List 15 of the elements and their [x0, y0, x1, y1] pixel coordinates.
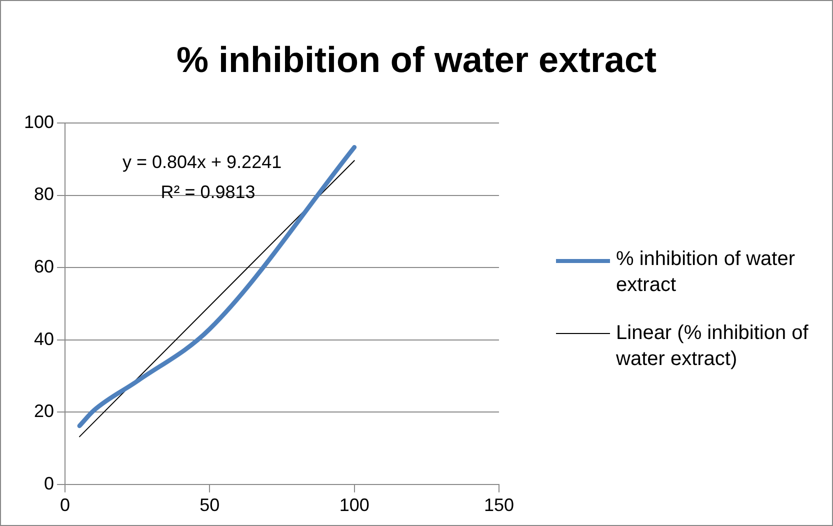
y-tick-label: 100 [24, 112, 54, 132]
y-tick-label: 40 [34, 328, 54, 349]
y-tick-label: 60 [34, 256, 54, 277]
annotation: y = 0.804x + 9.2241 [122, 152, 282, 172]
y-tick-label: 80 [34, 184, 54, 204]
legend-label: Linear (% inhibition of water extract) [616, 321, 810, 372]
x-tick-label: 100 [339, 495, 370, 516]
x-tick-label: 150 [484, 495, 514, 516]
y-tick-label: 20 [34, 401, 54, 422]
legend-label: % inhibition of water extract [616, 247, 796, 298]
x-tick-label: 50 [200, 495, 220, 516]
x-tick-label: 0 [60, 495, 70, 516]
y-tick-label: 0 [44, 473, 54, 494]
annotation: R² = 0.9813 [160, 182, 256, 202]
chart-title: % inhibition of water extract [175, 39, 658, 81]
